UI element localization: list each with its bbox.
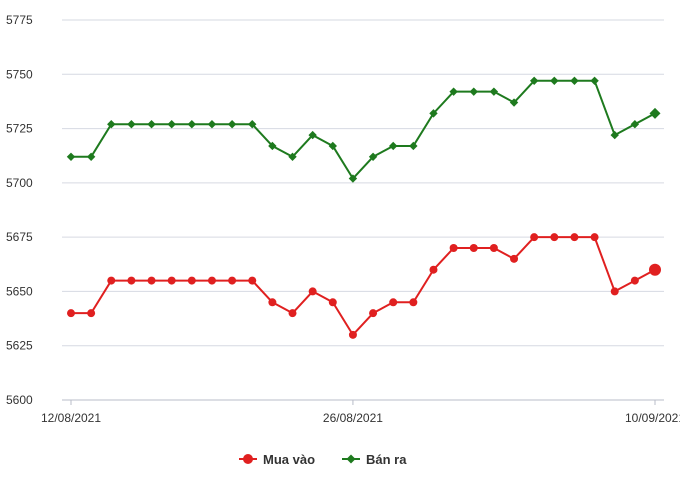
x-tick-label: 10/09/2021 [625,411,680,425]
y-axis-tick-labels: 5600 5625 5650 5675 5700 5725 5750 5775 [6,13,33,407]
data-point [630,276,639,285]
data-point [107,276,116,285]
data-point [227,120,237,129]
data-point [147,276,156,285]
data-point [207,120,217,129]
data-point [630,120,640,129]
data-point [66,152,76,161]
data-point [469,87,478,96]
data-point [87,309,96,318]
data-point [288,309,297,318]
x-axis-tick-labels: 12/08/2021 26/08/2021 10/09/2021 [41,400,680,425]
data-point [649,263,661,276]
data-point [328,298,337,307]
legend[interactable]: Mua vào Bán ra [239,452,407,467]
data-point [187,120,197,129]
data-point [409,298,418,307]
data-point [570,76,579,85]
data-point [248,276,257,285]
data-point [127,120,136,129]
legend-label: Bán ra [366,452,407,467]
data-point [590,233,599,242]
data-point [530,233,539,242]
y-tick-label: 5775 [6,13,33,27]
y-tick-label: 5750 [6,67,33,81]
data-point [368,152,378,161]
data-point [228,276,237,285]
data-point [469,244,478,252]
y-tick-label: 5600 [6,393,33,407]
data-point [610,287,619,296]
data-point [308,287,317,296]
data-point [268,298,277,307]
y-tick-label: 5675 [6,230,33,244]
data-point [167,120,176,129]
data-point [529,76,539,85]
y-tick-label: 5625 [6,339,33,353]
data-point [449,244,458,252]
grid-layer [62,19,664,401]
y-tick-label: 5725 [6,122,33,136]
data-point [409,141,418,151]
data-point [348,330,357,339]
data-point [288,152,297,161]
data-point [449,87,458,96]
data-point [509,98,519,107]
legend-label: Mua vào [263,452,315,467]
y-tick-label: 5700 [6,176,33,190]
data-point [489,87,499,96]
data-point [187,276,196,285]
x-tick-label: 12/08/2021 [41,411,101,425]
series-2 [66,76,661,183]
data-point [127,276,136,285]
data-point [389,298,398,307]
data-point [550,76,559,85]
data-point [348,174,358,183]
data-point [369,309,378,318]
data-point [510,254,519,263]
data-point [429,265,438,274]
data-point [248,120,257,129]
data-point [86,152,96,161]
legend-item[interactable]: Mua vào [239,452,315,467]
x-tick-label: 26/08/2021 [323,411,383,425]
legend-item[interactable]: Bán ra [342,452,407,467]
data-point [207,276,216,285]
series-1 [67,233,661,339]
data-point [389,141,398,151]
legend-marker-diamond [346,454,356,464]
series-line [71,79,656,180]
data-point [550,233,559,242]
data-point [328,141,337,151]
data-point [649,107,661,119]
legend-marker-circle [243,454,253,464]
data-point [147,120,156,129]
data-point [610,130,619,140]
data-point [67,309,75,318]
data-point [570,233,579,242]
data-point [489,244,498,252]
data-point [268,141,277,151]
data-point [308,130,317,140]
data-point [167,276,176,285]
y-tick-label: 5650 [6,284,33,298]
series-line [71,236,656,336]
series-layer [66,76,661,339]
data-point [107,120,116,129]
data-point [590,76,599,85]
data-point [429,109,438,118]
